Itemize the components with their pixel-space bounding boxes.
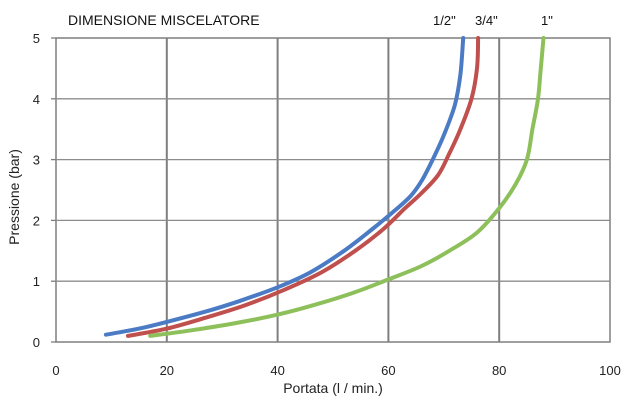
y-tick-label: 5 (33, 31, 40, 46)
y-tick-label: 4 (33, 92, 40, 107)
annotation-one-inch: 1" (541, 13, 553, 28)
y-tick-label: 0 (33, 335, 40, 350)
y-tick-label: 1 (33, 274, 40, 289)
x-tick-label: 0 (52, 363, 59, 378)
x-tick-label: 20 (160, 363, 174, 378)
annotation-three-quarter-inch: 3/4" (475, 13, 498, 28)
y-axis-title: Pressione (bar) (6, 149, 22, 245)
y-tick-label: 3 (33, 153, 40, 168)
x-tick-label: 60 (381, 363, 395, 378)
y-tick-label: 2 (33, 213, 40, 228)
x-tick-label: 80 (492, 363, 506, 378)
x-tick-label: 40 (270, 363, 284, 378)
chart-title: DIMENSIONE MISCELATORE (68, 12, 260, 28)
x-tick-label: 100 (599, 363, 621, 378)
annotation-half-inch: 1/2" (433, 13, 456, 28)
x-axis-title: Portata (l / min.) (283, 380, 383, 396)
